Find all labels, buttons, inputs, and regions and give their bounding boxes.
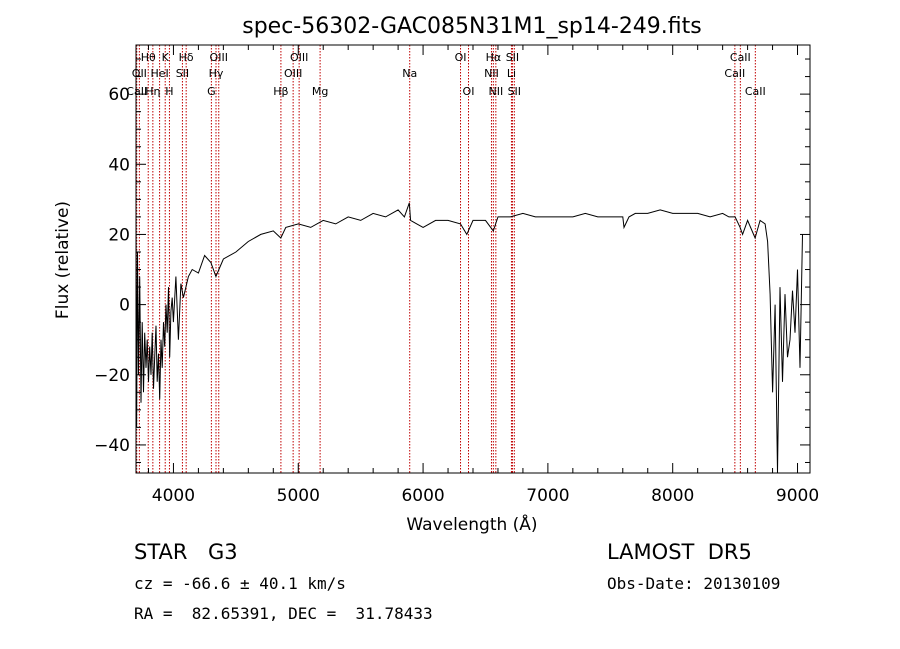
- spectrum-line: [135, 202, 803, 474]
- object-class: STAR: [134, 540, 188, 564]
- chart-title: spec-56302-GAC085N31M1_sp14-249.fits: [242, 14, 702, 39]
- spectral-line-label: Hβ: [273, 85, 288, 98]
- spectral-line-label: Hγ: [209, 67, 224, 80]
- spectral-line-label: CaII: [745, 85, 766, 98]
- spectral-line-label: OI: [455, 51, 467, 64]
- spectral-line-label: Hδ: [179, 51, 194, 64]
- spectral-line-label: NII: [484, 67, 499, 80]
- spectral-line-label: SII: [176, 67, 189, 80]
- y-tick-label: −20: [94, 366, 130, 386]
- x-tick-label: 4000: [152, 486, 195, 506]
- spectral-line-label: OIII: [290, 51, 308, 64]
- x-tick-label: 7000: [526, 486, 569, 506]
- spectral-line-label: H: [165, 85, 173, 98]
- spectral-line-markers: [136, 45, 756, 473]
- spectral-line-label: Li: [507, 67, 516, 80]
- spectral-line-label: Mg: [312, 85, 328, 98]
- spectral-line-label: K: [162, 51, 170, 64]
- y-tick-label: 60: [108, 85, 130, 105]
- spectral-line-label: Hα: [486, 51, 502, 64]
- y-tick-label: 40: [108, 155, 130, 175]
- velocity-readout: cz = -66.6 ± 40.1 km/s: [134, 574, 346, 593]
- spectral-line-label: SII: [508, 85, 521, 98]
- spectral-line-label: G: [207, 85, 216, 98]
- spectral-line-label: OII: [132, 67, 147, 80]
- spectral-line-label: NII: [488, 85, 503, 98]
- x-tick-label: 6000: [401, 486, 444, 506]
- obs-date: Obs-Date: 20130109: [607, 574, 781, 593]
- spectral-line-label: SII: [506, 51, 519, 64]
- spectral-line-label: CaII: [126, 85, 147, 98]
- x-tick-label: 8000: [651, 486, 694, 506]
- survey-label: LAMOST DR5: [607, 540, 752, 564]
- spectral-line-label: HeI: [150, 67, 168, 80]
- spectral-line-label: Na: [402, 67, 417, 80]
- y-axis-label: Flux (relative): [53, 201, 73, 319]
- object-subclass: G3: [208, 540, 238, 564]
- spectral-line-label: OI: [463, 85, 475, 98]
- x-tick-label: 9000: [776, 486, 819, 506]
- x-tick-label: 5000: [277, 486, 320, 506]
- x-axis-ticks: 4000 5000 6000 7000 8000 9000: [147, 45, 819, 506]
- y-tick-label: 20: [108, 225, 130, 245]
- y-tick-label: 0: [119, 296, 130, 316]
- spectral-line-label: Hη: [145, 85, 160, 98]
- spectral-line-label: CaII: [730, 51, 751, 64]
- x-axis-label: Wavelength (Å): [406, 513, 537, 535]
- y-tick-label: −40: [94, 436, 130, 456]
- spectral-line-label: CaII: [724, 67, 745, 80]
- coordinates-readout: RA = 82.65391, DEC = 31.78433: [134, 604, 433, 623]
- plot-frame: [135, 44, 811, 474]
- spectral-line-label: OIII: [210, 51, 228, 64]
- spectral-line-label: OIII: [284, 67, 302, 80]
- y-axis-ticks: −40 −20 0 20 40 60: [94, 58, 810, 463]
- spectral-line-label: Hθ: [141, 51, 156, 64]
